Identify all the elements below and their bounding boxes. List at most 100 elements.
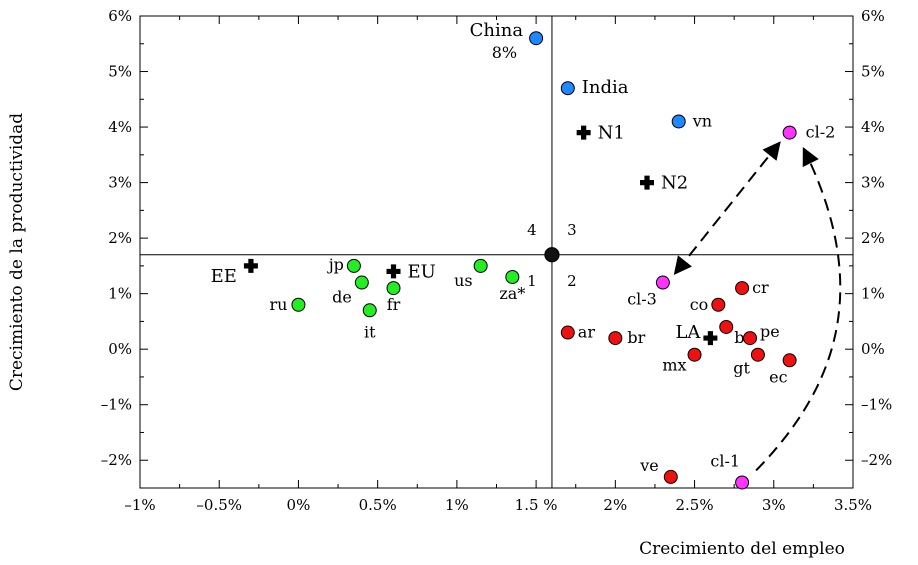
x-tick-label: 1.5 %: [515, 496, 558, 514]
plot-frame: [139, 15, 854, 489]
point-marker-eu: [386, 264, 401, 279]
axis-ticks: –1% –0.5% 0% 0.5% 1% 1.5 % 2% 2.5% 3% 3.5% –2% –2% –…: [101, 7, 893, 514]
quadrant-label-4: 4: [527, 221, 537, 239]
x-tick-label: –1%: [124, 496, 155, 514]
point-marker-ru: [291, 297, 306, 312]
point-label-gt: gt: [733, 359, 750, 378]
point-marker-n2: [640, 175, 655, 190]
point-label-cl-3: cl-3: [627, 290, 657, 309]
trajectory-arrows: [673, 141, 842, 472]
point-label-pe: pe: [760, 322, 780, 341]
arrow-cl1-to-cl2: [755, 146, 842, 472]
point-label-cl-1: cl-1: [710, 451, 740, 470]
point-label-cl-2: cl-2: [806, 123, 836, 142]
x-tick-label: 3%: [762, 496, 786, 514]
point-marker-ve: [663, 469, 678, 484]
point-label-it: it: [364, 322, 376, 341]
y-tick-label-left: –1%: [101, 396, 132, 414]
point-label-us: us: [454, 271, 473, 290]
point-marker-pe: [743, 331, 758, 346]
quadrant-label-3: 3: [567, 221, 577, 239]
y-tick-label-left: 5%: [108, 63, 132, 81]
point-marker-vn: [671, 114, 686, 129]
y-tick-label-right: –1%: [861, 396, 892, 414]
point-label-vn: vn: [692, 112, 712, 131]
quadrant-label-1: 1: [527, 272, 537, 290]
point-marker-jp: [346, 258, 361, 273]
y-tick-label-right: 1%: [861, 285, 885, 303]
point-marker-cl-2: [782, 125, 797, 140]
point-label-n2: N2: [661, 173, 688, 194]
point-label-china-sub: 8%: [492, 43, 517, 62]
point-marker-cl-1: [735, 475, 750, 490]
point-label-ee: EE: [211, 266, 237, 287]
quadrant-labels: 1 2 3 4: [527, 221, 577, 290]
point-marker-ar: [560, 325, 575, 340]
point-marker-mx: [687, 347, 702, 362]
point-marker-cl-3: [655, 275, 670, 290]
quadrant-label-2: 2: [567, 272, 577, 290]
y-tick-label-right: 2%: [861, 229, 885, 247]
point-marker-it: [362, 303, 377, 318]
point-marker-br: [608, 331, 623, 346]
point-marker-la: [703, 331, 718, 346]
point-label-ru: ru: [269, 295, 287, 314]
y-axis-title: Crecimiento de la productividad: [7, 113, 27, 391]
x-tick-label: 0%: [287, 496, 311, 514]
point-marker-cr: [735, 281, 750, 296]
point-label-cr: cr: [752, 278, 769, 297]
point-label-china: China: [470, 20, 524, 41]
y-tick-label-right: 6%: [861, 7, 885, 25]
point-label-n1: N1: [598, 123, 625, 144]
point-marker-fr: [386, 281, 401, 296]
point-marker-ee: [243, 258, 258, 273]
data-points: China 8% India vn N1 N2 cl-2 cl-3 cl-1 EE EU LA jp de…: [211, 20, 836, 490]
point-label-mx: mx: [662, 356, 686, 375]
x-tick-label: –0.5%: [196, 496, 242, 514]
y-tick-label-right: –2%: [861, 451, 892, 469]
point-label-la: LA: [675, 322, 701, 343]
x-axis-title: Crecimiento del empleo: [639, 539, 845, 559]
y-tick-label-left: 1%: [108, 285, 132, 303]
point-label-br: br: [627, 328, 645, 347]
point-label-jp: jp: [327, 255, 344, 274]
point-label-de: de: [332, 288, 352, 307]
x-tick-label: 2.5%: [676, 496, 714, 514]
y-tick-label-left: 4%: [108, 118, 132, 136]
point-marker-us: [473, 258, 488, 273]
point-marker-ec: [782, 353, 797, 368]
x-tick-label: 3.5%: [834, 496, 872, 514]
y-tick-label-right: 3%: [861, 174, 885, 192]
y-tick-label-left: 0%: [108, 340, 132, 358]
point-marker-india: [560, 81, 575, 96]
y-tick-label-right: 5%: [861, 63, 885, 81]
y-tick-label-left: 2%: [108, 229, 132, 247]
x-tick-label: 0.5%: [359, 496, 397, 514]
point-label-co: co: [690, 295, 709, 314]
point-marker-china: [529, 31, 544, 46]
point-marker-za-: [505, 269, 520, 284]
point-marker-gt: [750, 347, 765, 362]
point-marker-de: [354, 275, 369, 290]
point-label-za-: za*: [499, 284, 525, 303]
y-tick-label-left: 3%: [108, 174, 132, 192]
point-label-fr: fr: [387, 295, 401, 314]
point-label-ar: ar: [578, 323, 596, 342]
point-marker-n1: [576, 125, 591, 140]
y-tick-label-right: 4%: [861, 118, 885, 136]
point-label-eu: EU: [408, 261, 436, 282]
point-marker-bo: [719, 319, 734, 334]
y-tick-label-right: 0%: [861, 340, 885, 358]
x-tick-label: 2%: [603, 496, 627, 514]
point-marker-co: [711, 297, 726, 312]
arrow-cl2-cl3: [673, 141, 781, 275]
point-label-ec: ec: [769, 367, 787, 386]
y-tick-label-left: –2%: [101, 451, 132, 469]
reference-lines: [140, 16, 853, 488]
y-tick-label-left: 6%: [108, 7, 132, 25]
x-tick-label: 1%: [445, 496, 469, 514]
point-marker-center: [544, 247, 560, 263]
point-label-india: India: [582, 77, 629, 98]
point-label-ve: ve: [639, 456, 659, 475]
